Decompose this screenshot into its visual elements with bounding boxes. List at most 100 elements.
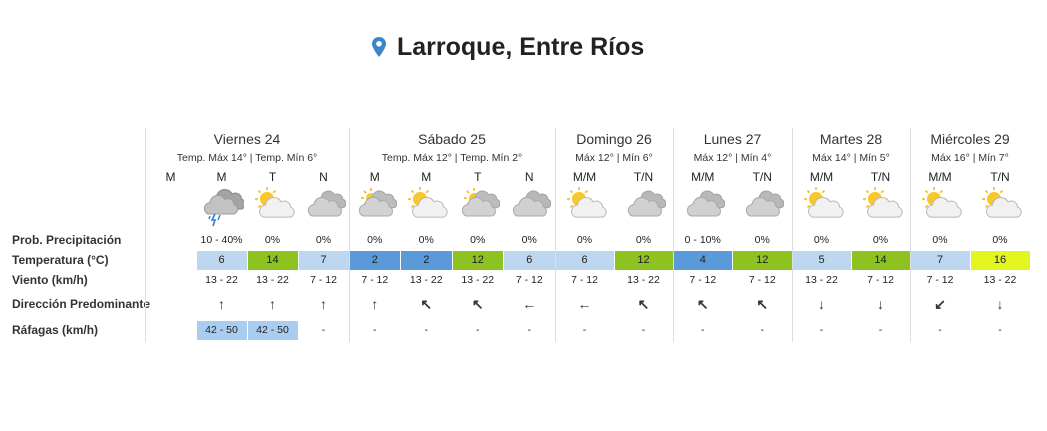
day-name: Lunes 27 bbox=[703, 131, 762, 147]
column-separator bbox=[145, 128, 146, 342]
direction-arrow: ← bbox=[522, 296, 537, 312]
precip-value: 0% bbox=[992, 234, 1008, 246]
row-label: Dirección Predominante bbox=[12, 297, 151, 311]
gust-cell bbox=[196, 321, 247, 340]
column-separator bbox=[910, 128, 911, 342]
day-summary: Máx 12° | Mín 6° bbox=[575, 152, 653, 164]
column-separator bbox=[673, 128, 674, 342]
precip-value: 0% bbox=[470, 234, 486, 246]
gust-cell bbox=[247, 321, 298, 340]
temp-cell bbox=[196, 251, 247, 270]
period-label: M/M bbox=[572, 170, 597, 184]
gust-value: - bbox=[701, 324, 705, 336]
temp-cell bbox=[673, 251, 732, 270]
wind-value: 7 - 12 bbox=[310, 274, 337, 286]
temp-value: 16 bbox=[993, 254, 1007, 266]
precip-value: 0% bbox=[367, 234, 383, 246]
weather-icon bbox=[746, 190, 785, 217]
gust-value: - bbox=[998, 324, 1002, 336]
day-summary: Máx 12° | Mín 4° bbox=[693, 152, 772, 164]
precip-value: 0% bbox=[576, 234, 593, 246]
weather-icon bbox=[307, 190, 346, 217]
day-summary: Máx 16° | Mín 7° bbox=[931, 152, 1009, 164]
gust-value: - bbox=[878, 324, 883, 336]
temp-value: 14 bbox=[266, 254, 279, 266]
column-separator bbox=[349, 128, 350, 342]
temp-cell bbox=[910, 251, 970, 270]
period-label: N bbox=[319, 170, 328, 184]
gust-value: - bbox=[476, 324, 480, 336]
temp-value: 14 bbox=[874, 254, 887, 266]
temp-value: 2 bbox=[423, 254, 430, 266]
temp-value: 12 bbox=[756, 254, 769, 266]
wind-value: 13 - 22 bbox=[805, 274, 838, 286]
temp-cell bbox=[504, 251, 555, 270]
gust-value: - bbox=[321, 324, 326, 336]
precip-value: 0% bbox=[635, 234, 652, 246]
wind-value: 7 - 12 bbox=[689, 274, 717, 286]
period-label: M bbox=[369, 170, 380, 184]
direction-arrow: ↑ bbox=[371, 296, 379, 312]
row-label: Ráfagas (km/h) bbox=[12, 323, 99, 337]
direction-arrow: ↖ bbox=[471, 296, 484, 312]
period-label: T/N bbox=[990, 170, 1010, 184]
temp-value: 7 bbox=[320, 254, 327, 266]
precip-value: 0% bbox=[932, 234, 948, 246]
direction-arrow: ↑ bbox=[269, 296, 276, 312]
location-pin bbox=[372, 37, 386, 57]
period-label: M/M bbox=[928, 170, 952, 184]
temp-value: 5 bbox=[818, 254, 825, 266]
direction-arrow: ↓ bbox=[996, 296, 1004, 312]
period-label: M bbox=[421, 170, 432, 184]
temp-cell bbox=[792, 251, 851, 270]
gust-value: - bbox=[760, 324, 765, 336]
period-label: M bbox=[216, 170, 227, 184]
gust-value: - bbox=[527, 324, 532, 336]
temp-cell bbox=[970, 251, 1030, 270]
period-label: T bbox=[268, 170, 277, 184]
temp-value: 6 bbox=[218, 254, 225, 266]
temp-value: 12 bbox=[637, 254, 650, 266]
gust-value: - bbox=[819, 324, 824, 336]
wind-value: 7 - 12 bbox=[867, 274, 894, 286]
weather-icon bbox=[566, 187, 607, 218]
row-label: Prob. Precipitación bbox=[12, 233, 122, 247]
weather-icon bbox=[627, 190, 666, 217]
temp-value: 12 bbox=[471, 254, 484, 266]
weather-icon bbox=[358, 188, 397, 217]
direction-arrow: ↖ bbox=[756, 296, 769, 312]
wind-value: 13 - 22 bbox=[205, 274, 238, 286]
weather-icon bbox=[982, 187, 1022, 218]
wind-value: 7 - 12 bbox=[926, 274, 954, 286]
temp-cell bbox=[349, 251, 400, 270]
page-title: Larroque, Entre Ríos bbox=[397, 33, 645, 61]
temp-cell bbox=[733, 251, 792, 270]
day-summary: Temp. Máx 12° | Temp. Mín 2° bbox=[381, 152, 523, 164]
row-label: Temperatura (°C) bbox=[12, 253, 109, 267]
period-label: N bbox=[524, 170, 534, 184]
weather-icon bbox=[203, 188, 244, 227]
direction-arrow: ↑ bbox=[320, 296, 327, 312]
weather-icon bbox=[254, 187, 295, 218]
temp-cell bbox=[555, 251, 614, 270]
direction-arrow: ↖ bbox=[696, 296, 709, 312]
direction-arrow: ← bbox=[577, 296, 592, 312]
temp-cell bbox=[298, 251, 349, 270]
temp-cell bbox=[401, 251, 452, 270]
temp-value: 2 bbox=[371, 254, 378, 266]
gust-value: 42 - 50 bbox=[256, 324, 289, 336]
day-name: Viernes 24 bbox=[213, 131, 281, 147]
period-label: T bbox=[474, 170, 482, 184]
period-label: M bbox=[165, 170, 176, 184]
column-separator bbox=[555, 128, 556, 342]
period-label: T/N bbox=[870, 170, 891, 184]
weather-icon bbox=[803, 187, 844, 218]
precip-value: 0% bbox=[813, 234, 830, 246]
day-name: Miércoles 29 bbox=[930, 131, 1010, 147]
temp-cell bbox=[851, 251, 910, 270]
gust-value: - bbox=[373, 324, 377, 336]
weather-icon bbox=[513, 190, 552, 217]
temp-value: 6 bbox=[526, 254, 533, 266]
temp-value: 7 bbox=[936, 254, 944, 266]
